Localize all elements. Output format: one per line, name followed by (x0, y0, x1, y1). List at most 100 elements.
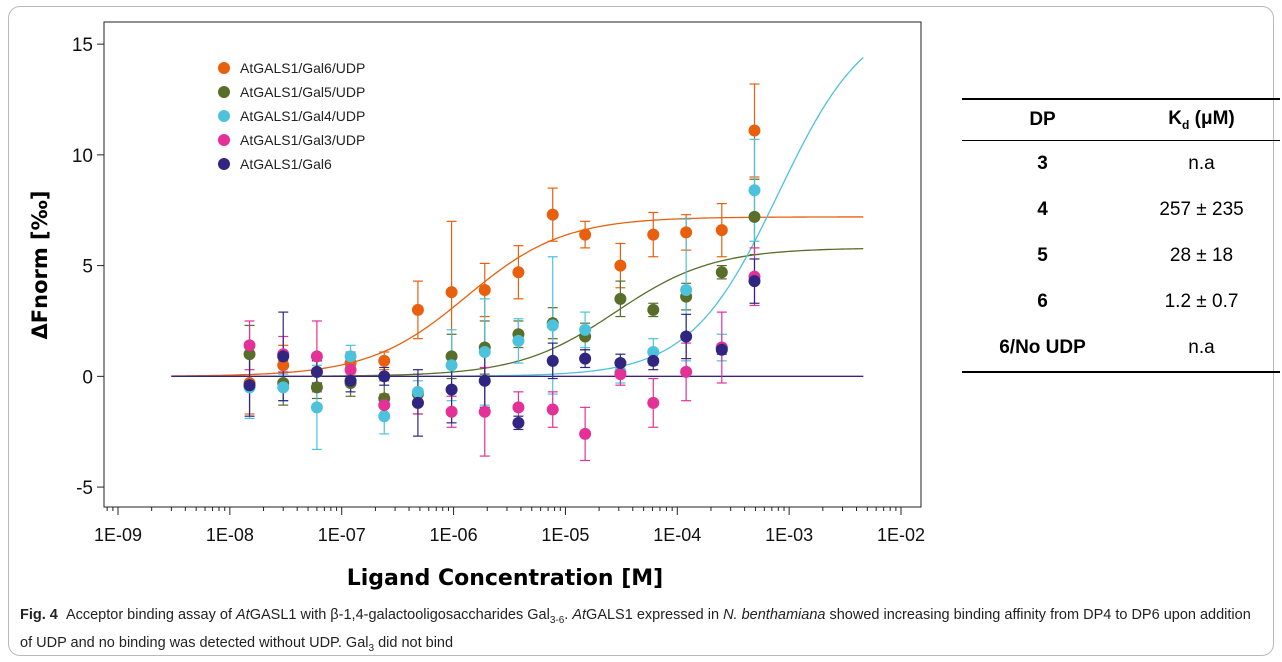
dp-cell: 3 (1037, 153, 1048, 174)
legend-marker (218, 134, 230, 146)
data-point (344, 350, 357, 363)
data-point (614, 259, 627, 272)
kd-table: DP Kd (μM) 3 n.a 4 257 ± 235 5 28 ± 18 6 1.2… (962, 98, 1280, 373)
dp-cell: 5 (1037, 245, 1048, 266)
dp-cell: 6 (1037, 291, 1048, 312)
x-axis-label: Ligand Concentration [M] (346, 566, 664, 591)
table-row: 6 1.2 ± 0.7 (962, 279, 1280, 325)
legend-label: AtGALS1/Gal6 (240, 156, 332, 172)
data-point (478, 374, 491, 387)
data-point (411, 303, 424, 316)
data-point (579, 427, 592, 440)
data-point (310, 401, 323, 414)
data-point (478, 283, 491, 296)
x-tick-label: 1E-05 (541, 525, 589, 545)
data-point (378, 399, 391, 412)
data-point (512, 416, 525, 429)
x-tick-label: 1E-08 (206, 525, 254, 545)
data-point (378, 370, 391, 383)
data-point (445, 405, 458, 418)
data-point (614, 368, 627, 381)
x-tick-label: 1E-09 (94, 525, 142, 545)
header-kd-subscript: d (1182, 117, 1190, 132)
data-point (715, 343, 728, 356)
table-row: 6/No UDP n.a (962, 325, 1280, 373)
x-tick-label: 1E-03 (765, 525, 813, 545)
x-tick-label: 1E-02 (877, 525, 925, 545)
legend-label: AtGALS1/Gal6/UDP (240, 60, 365, 76)
kd-cell: 1.2 ± 0.7 (1164, 291, 1239, 312)
data-point (647, 396, 660, 409)
dp-cell: 4 (1037, 199, 1048, 220)
x-tick-label: 1E-07 (318, 525, 366, 545)
data-point (243, 379, 256, 392)
legend-label: AtGALS1/Gal4/UDP (240, 108, 365, 124)
legend-label: AtGALS1/Gal5/UDP (240, 84, 365, 100)
data-point (647, 303, 660, 316)
data-point (647, 228, 660, 241)
x-axis: 1E-09 1E-08 1E-07 1E-06 1E-05 1E-04 1E-03 1E-02 (94, 507, 925, 545)
y-tick-label: 10 (72, 146, 93, 167)
data-point (680, 283, 693, 296)
legend: AtGALS1/Gal6/UDP AtGALS1/Gal5/UDP AtGALS1/… (218, 60, 365, 172)
y-axis-label: ΔFnorm [‰] (28, 191, 52, 340)
data-point (310, 381, 323, 394)
data-point (715, 224, 728, 237)
kd-cell: 28 ± 18 (1169, 245, 1234, 266)
header-dp: DP (962, 99, 1124, 141)
data-point (243, 339, 256, 352)
plot-area (103, 21, 922, 508)
data-point (546, 403, 559, 416)
data-point (579, 228, 592, 241)
data-point (546, 354, 559, 367)
x-tick-label: 1E-06 (430, 525, 478, 545)
data-point (748, 124, 761, 137)
data-point (310, 365, 323, 378)
data-point (680, 330, 693, 343)
data-point (445, 359, 458, 372)
data-point (277, 350, 290, 363)
data-point (546, 319, 559, 332)
data-point (512, 401, 525, 414)
data-point (748, 275, 761, 288)
kd-table-header: DP Kd (μM) (962, 99, 1280, 141)
y-tick-label: 5 (82, 257, 93, 278)
data-point (411, 385, 424, 398)
data-point (680, 365, 693, 378)
y-tick-label: 0 (82, 367, 93, 388)
figure-caption: Fig. 4 Acceptor binding assay of AtGASL1… (20, 607, 1251, 654)
legend-marker (218, 62, 230, 74)
data-point (748, 210, 761, 223)
data-point (647, 354, 660, 367)
data-point (277, 381, 290, 394)
legend-marker (218, 86, 230, 98)
data-point (478, 345, 491, 358)
data-point (614, 357, 627, 370)
legend-marker (218, 158, 230, 170)
data-point (748, 184, 761, 197)
y-tick-label: -5 (76, 478, 93, 499)
data-point (579, 323, 592, 336)
y-axis: -5 0 5 10 15 (72, 35, 104, 499)
data-point (445, 286, 458, 299)
data-point (546, 208, 559, 221)
fit-curve (171, 216, 864, 377)
caption-label: Fig. 4 (20, 607, 58, 623)
data-point (512, 266, 525, 279)
data-point (478, 405, 491, 418)
table-row: 5 28 ± 18 (962, 233, 1280, 279)
x-tick-label: 1E-04 (653, 525, 701, 545)
data-point (680, 226, 693, 239)
data-point (277, 359, 290, 372)
dp-cell: 6/No UDP (962, 325, 1124, 373)
data-point (445, 350, 458, 363)
kd-cell: 257 ± 235 (1159, 199, 1244, 220)
table-row: 3 n.a (962, 141, 1280, 188)
data-point (579, 352, 592, 365)
data-point (647, 345, 660, 358)
data-point (378, 410, 391, 423)
kd-cell: n.a (1123, 325, 1280, 373)
data-points (243, 124, 761, 440)
data-point (344, 363, 357, 376)
